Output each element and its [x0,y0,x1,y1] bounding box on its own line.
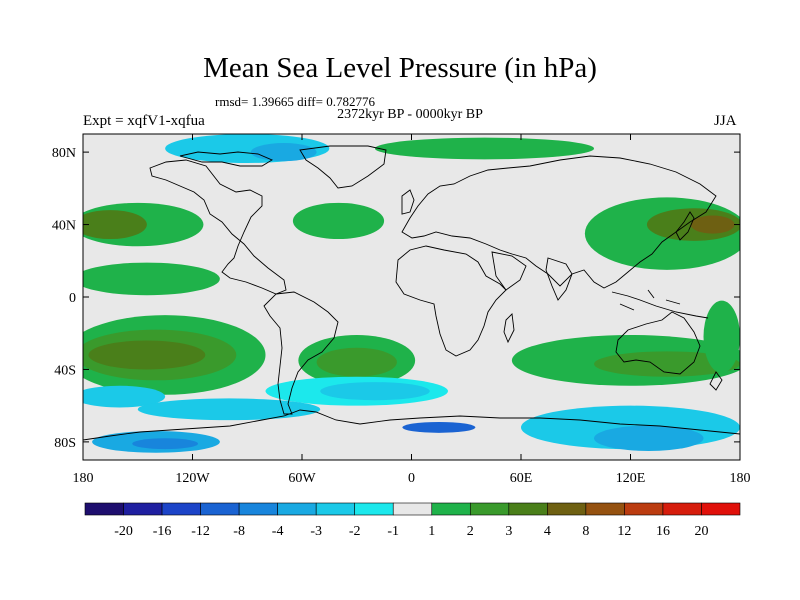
anomaly-field-24 [594,425,704,451]
coastline-north-america [149,159,287,295]
anomaly-field-2 [292,202,385,240]
anomaly-field-7 [83,262,220,296]
coastlines [83,145,740,441]
colorbar-label-12: 8 [582,524,589,539]
anomaly-field-12 [316,347,397,377]
experiment-label: Expt = xqfV1-xqfua [83,113,205,129]
x-tick-label-6: 180 [730,471,751,486]
y-tick-label-4: 80S [54,436,76,451]
anomaly-field-26 [250,143,317,162]
coastline-canadian-arctic [179,151,273,167]
colorbar-box-5 [277,502,317,516]
colorbar-box-3 [200,502,240,516]
season-label: JJA [714,113,737,129]
x-tick-label-2: 60W [288,471,316,486]
colorbar-box-8 [392,502,433,516]
chart-title: Mean Sea Level Pressure (in hPa) [203,52,597,84]
colorbar-label-3: -8 [233,524,245,539]
rmsd-diff-stats: rmsd= 1.39665 diff= 0.782776 [215,94,375,109]
y-tick-label-3: 40S [54,363,76,378]
colorbar-label-15: 20 [694,524,708,539]
coastline-india [545,257,573,301]
y-tick-label-2: 0 [69,291,76,306]
x-tick-label-1: 120W [175,471,210,486]
colorbar-label-13: 12 [617,524,631,539]
colorbar-box-14 [624,502,664,516]
coastline-arabia [491,251,527,291]
time-period-label: 2372kyr BP - 0000kyr BP [337,107,483,122]
colorbar-box-11 [508,502,548,516]
colorbar-label-4: -4 [272,524,284,539]
colorbar-box-7 [354,502,394,516]
coastline-greenland [299,145,387,189]
colorbar-label-5: -3 [310,524,322,539]
colorbar-label-1: -16 [153,524,172,539]
coastline-new-zealand [709,371,723,391]
coastline-eurasia [401,155,717,289]
colorbar-box-13 [585,502,625,516]
coastline-africa [395,245,507,357]
anomaly-field-6 [375,137,594,160]
colorbar-box-15 [662,502,702,516]
colorbar-label-10: 3 [505,524,512,539]
anomaly-field-14 [594,351,740,377]
coastline-antarctica [83,409,740,441]
anomaly-field-1 [83,210,147,240]
anomaly-field-22 [402,421,476,433]
anomaly-field-16 [83,385,166,408]
anomaly-field-19 [137,398,321,421]
colorbar-box-10 [469,502,510,516]
anomaly-field-5 [690,215,735,234]
x-tick-label-3: 0 [408,471,415,486]
x-axis-ticks: 180 120W 60W 0 60E 120E 180 [73,134,751,486]
coastline-britain [401,189,415,215]
colorbar-label-2: -12 [191,524,210,539]
coastline-japan [675,211,695,241]
colorbar-label-8: 1 [428,524,435,539]
coastline-south-america [263,291,339,415]
coastline-australia [615,311,701,375]
colorbar-label-9: 2 [467,524,474,539]
anomaly-field-18 [320,382,430,401]
colorbar-box-16 [701,502,741,516]
colorbar-box-1 [123,502,163,516]
y-tick-label-1: 40N [52,219,76,234]
colorbar: -20 -16 -12 -8 -4 -3 -2 -1 1 2 3 4 8 12 16 20 [84,502,741,539]
x-tick-label-5: 120E [616,471,646,486]
colorbar-label-7: -1 [387,524,399,539]
colorbar-box-4 [238,502,278,516]
anomaly-field-21 [132,438,198,450]
colorbar-box-6 [315,502,356,516]
colorbar-label-11: 4 [544,524,551,539]
colorbar-label-6: -2 [349,524,361,539]
x-tick-label-0: 180 [73,471,94,486]
colorbar-box-12 [547,502,587,516]
colorbar-box-0 [84,502,124,516]
anomaly-field-10 [88,340,206,370]
y-axis-ticks: 80N 40N 0 40S 80S [52,146,740,451]
coastline-maritime-se-asia [611,289,709,319]
x-tick-label-4: 60E [510,471,533,486]
colorbar-box-2 [161,502,201,516]
colorbar-box-9 [431,502,471,516]
anomaly-fields [83,134,740,453]
coastline-madagascar [503,313,515,344]
colorbar-label-14: 16 [656,524,670,539]
anomaly-field-15 [703,300,740,374]
y-tick-label-0: 80N [52,146,76,161]
colorbar-label-0: -20 [114,524,133,539]
